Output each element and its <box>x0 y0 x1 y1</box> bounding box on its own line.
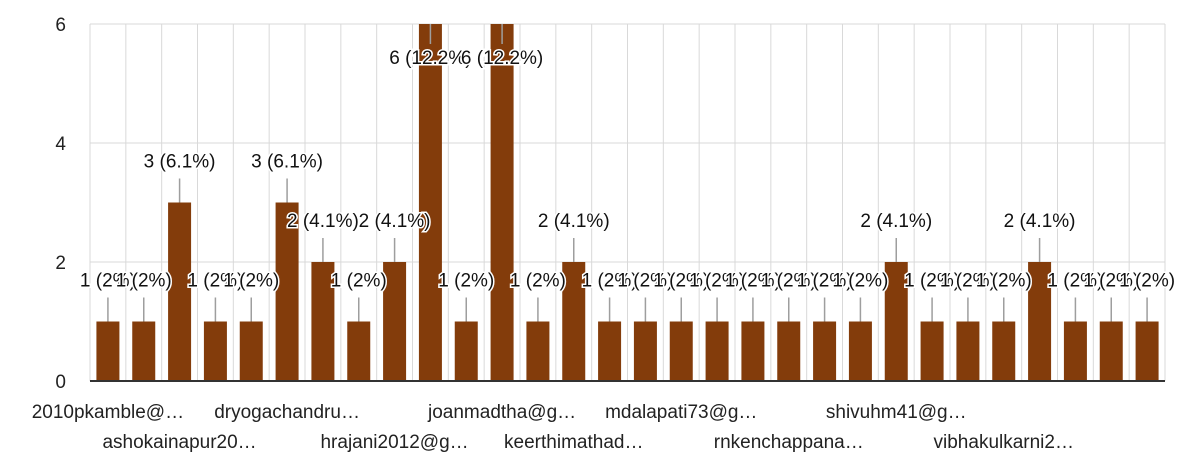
bar <box>168 202 192 381</box>
bar <box>848 321 872 381</box>
data-labels: 1 (2%)1 (2%)3 (6.1%)1 (2%)1 (2%)3 (6.1%)… <box>78 47 1176 294</box>
data-label: 6 (12.2%) <box>389 48 471 69</box>
bar <box>239 321 263 381</box>
data-label: 1 (2%) <box>797 271 853 292</box>
data-label: 2 (4.1%) <box>860 211 932 232</box>
bar <box>956 321 980 381</box>
x-category-label: mdalapati73@g… <box>605 402 757 423</box>
data-label: 1 (2%) <box>617 271 673 292</box>
x-category-label: 2010pkamble@… <box>32 402 184 423</box>
data-label: 1 (2%) <box>1047 271 1103 292</box>
data-label: 1 (2%) <box>653 271 709 292</box>
bar <box>562 262 586 381</box>
y-tick-label: 4 <box>55 134 66 155</box>
data-label: 3 (6.1%) <box>251 152 323 173</box>
x-category-label: rnkenchappana… <box>714 432 864 453</box>
data-label: 1 (2%) <box>940 271 996 292</box>
data-label: 1 (2%) <box>904 271 960 292</box>
x-category-label: dryogachandru… <box>214 402 360 423</box>
gridlines <box>89 23 1166 381</box>
bar <box>598 321 622 381</box>
y-tick-label: 0 <box>55 372 66 393</box>
bar <box>275 202 299 381</box>
bar <box>705 321 729 381</box>
bar <box>418 24 442 381</box>
bar <box>1028 262 1052 381</box>
bars <box>96 24 1159 381</box>
x-category-label: keerthimathad… <box>504 432 643 453</box>
data-label: 1 (2%) <box>761 271 817 292</box>
x-category-label: ashokainapur20… <box>102 432 256 453</box>
y-tick-label: 6 <box>55 15 66 36</box>
bar <box>741 321 765 381</box>
bar <box>347 321 371 381</box>
data-label: 1 (2%) <box>1119 271 1175 292</box>
x-axis-labels: 2010pkamble@… ashokainapur20… dryogachandr… <box>32 402 1074 453</box>
x-category-label: joanmadtha@g… <box>427 402 576 423</box>
data-label: 1 (2%) <box>832 271 888 292</box>
data-label: 1 (2%) <box>116 271 172 292</box>
bar <box>1135 321 1159 381</box>
data-label: 1 (2%) <box>80 271 136 292</box>
data-label: 2 (4.1%) <box>538 211 610 232</box>
bar <box>203 321 227 381</box>
data-label: 1 (2%) <box>187 271 243 292</box>
bar <box>490 24 514 381</box>
bar <box>454 321 478 381</box>
data-label: 6 (12.2%) <box>461 48 543 69</box>
y-tick-label: 2 <box>55 253 66 274</box>
bar <box>1099 321 1123 381</box>
data-label: 1 (2%) <box>1083 271 1139 292</box>
bar <box>311 262 335 381</box>
bar <box>777 321 801 381</box>
bar <box>526 321 550 381</box>
data-label: 2 (4.1%) <box>287 211 359 232</box>
bar <box>96 321 120 381</box>
data-label: 2 (4.1%) <box>1004 211 1076 232</box>
data-label: 1 (2%) <box>331 271 387 292</box>
data-label: 1 (2%) <box>582 271 638 292</box>
data-label: 1 (2%) <box>725 271 781 292</box>
bar <box>920 321 944 381</box>
data-label: 1 (2%) <box>976 271 1032 292</box>
x-category-label: shivuhm41@g… <box>826 402 967 423</box>
bar <box>633 321 657 381</box>
bar <box>992 321 1016 381</box>
data-label: 3 (6.1%) <box>144 152 216 173</box>
data-label: 1 (2%) <box>223 271 279 292</box>
data-label: 1 (2%) <box>438 271 494 292</box>
label-leaders <box>107 24 1148 322</box>
bar <box>813 321 837 381</box>
x-category-label: hrajani2012@g… <box>320 432 468 453</box>
x-category-label: vibhakulkarni2… <box>934 432 1074 453</box>
bar <box>669 321 693 381</box>
bar <box>884 262 908 381</box>
data-label: 2 (4.1%) <box>359 211 431 232</box>
y-axis-ticks: 0 2 4 6 <box>55 15 66 393</box>
data-label: 1 (2%) <box>689 271 745 292</box>
bar <box>132 321 156 381</box>
bar <box>1063 321 1087 381</box>
data-label: 1 (2%) <box>510 271 566 292</box>
bar <box>383 262 407 381</box>
